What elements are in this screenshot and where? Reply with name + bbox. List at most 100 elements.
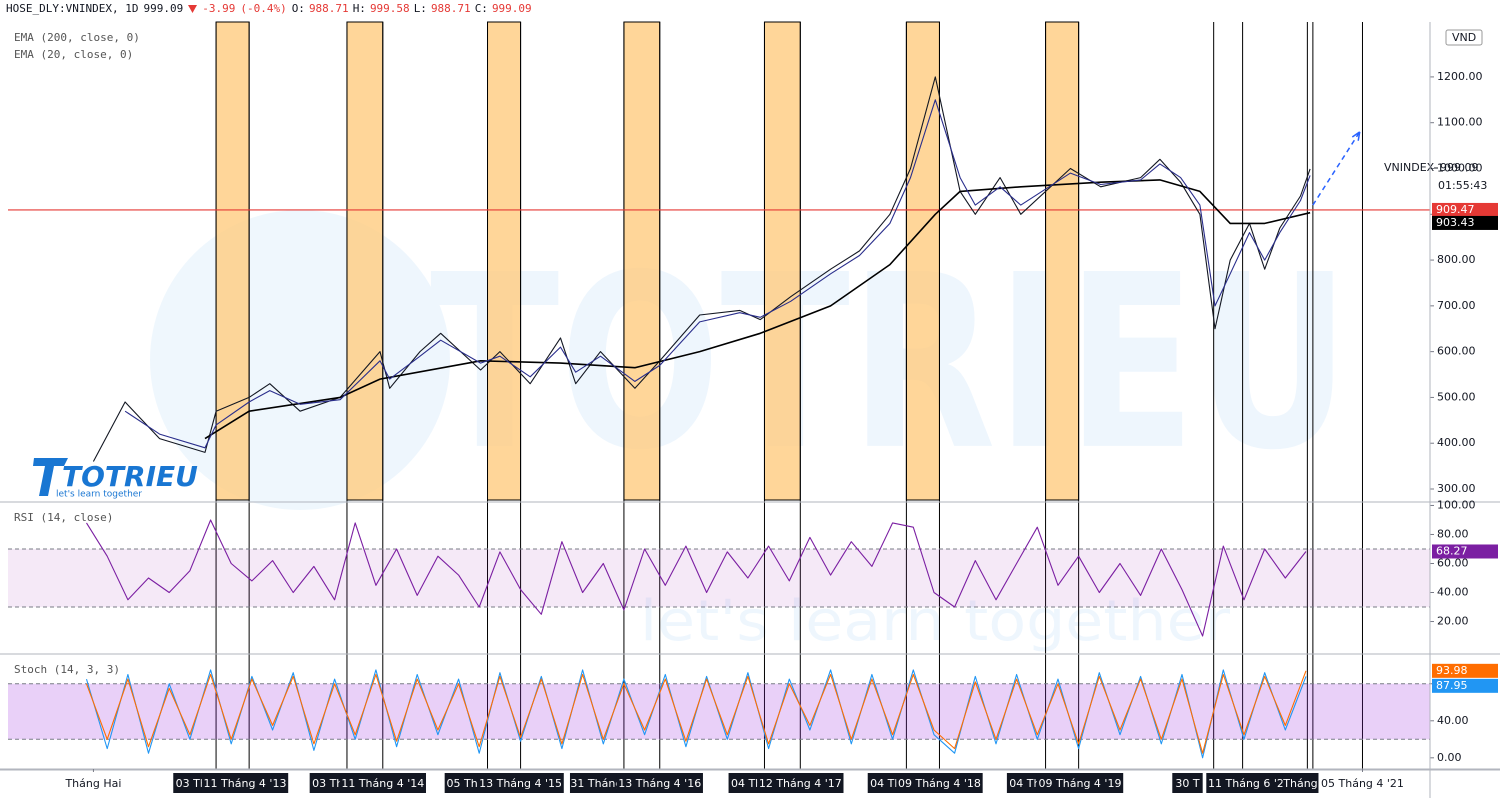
- x-tick-label: 03 Th: [176, 777, 207, 790]
- ema-label: 903.43: [1436, 216, 1475, 229]
- x-tick-box: [1036, 773, 1124, 793]
- x-tick-box: [896, 773, 983, 793]
- x-tick-box: [444, 773, 487, 793]
- currency-box: [1445, 29, 1483, 46]
- last-value-label-box: [1432, 678, 1498, 693]
- series-line: [92, 76, 1311, 462]
- x-tick-box: [477, 773, 564, 793]
- x-tick-label: 05 Thá: [446, 777, 484, 790]
- highlight-range: [346, 21, 384, 501]
- y-tick-label: 40.00: [1437, 586, 1469, 599]
- x-tick-label: 03 Th: [312, 777, 343, 790]
- x-tick-box: [616, 773, 703, 793]
- x-tick-box: [757, 773, 844, 793]
- last-value-label: 93.98: [1436, 664, 1468, 677]
- y-tick-label: 700.00: [1437, 299, 1476, 312]
- change: -3.99: [202, 2, 236, 15]
- x-tick-label: 11 Tháng 6 '20: [1208, 777, 1291, 790]
- last-value-label: 87.95: [1436, 679, 1468, 692]
- ohlc-value: 988.71: [430, 2, 471, 15]
- y-tick-label: 500.00: [1437, 390, 1476, 403]
- y-tick-label: 100.00: [1437, 498, 1476, 511]
- y-tick-label: 20.00: [1437, 615, 1469, 628]
- indicator-title: RSI (14, close): [14, 511, 113, 524]
- x-tick-box: [173, 773, 210, 793]
- series-line: [204, 179, 1311, 440]
- y-tick-label: 800.00: [1437, 253, 1476, 266]
- highlight-range: [215, 21, 250, 501]
- y-tick-label: 40.00: [1437, 714, 1469, 727]
- header: HOSE_DLY:VNINDEX, 1D 999.09 -3.99 (-0.4%…: [6, 2, 532, 15]
- y-tick-label: 300.00: [1437, 482, 1476, 495]
- last-price: 999.09: [143, 2, 184, 15]
- y-tick-label: 600.00: [1437, 345, 1476, 358]
- currency: VND: [1452, 31, 1476, 44]
- x-tick-label: 04 Th: [870, 777, 901, 790]
- x-tick-label: Tháng: [1282, 777, 1317, 790]
- highlight-range: [905, 21, 940, 501]
- x-tick-box: [309, 773, 346, 793]
- series-name: VNINDEX: [1384, 161, 1435, 174]
- x-tick-label: 13 Tháng 4 '15: [479, 777, 562, 790]
- series-line: [124, 99, 1311, 449]
- symbol: HOSE_DLY:VNINDEX, 1D: [6, 2, 139, 15]
- y-tick-label: 1000.00: [1437, 161, 1483, 174]
- y-tick-label: 1200.00: [1437, 70, 1483, 83]
- y-tick-label: 80.00: [1437, 527, 1469, 540]
- logo-brand: TOTRIEU: [62, 460, 198, 493]
- logo-icon: [33, 458, 68, 496]
- change-pct: (-0.4%): [240, 2, 287, 15]
- series-line: [85, 670, 1307, 754]
- watermark-tagline: let's learn together: [640, 589, 1231, 654]
- x-tick-label: 09 Tháng 4 '18: [898, 777, 981, 790]
- x-tick-box: [867, 773, 904, 793]
- projection-head: [1351, 131, 1361, 141]
- x-tick-label: 04 Th: [731, 777, 762, 790]
- x-tick-box: [569, 773, 623, 793]
- price-line-label-box: [1432, 202, 1498, 217]
- highlight-range: [1045, 21, 1080, 501]
- x-tick-box: [1006, 773, 1043, 793]
- indicator-title: Stoch (14, 3, 3): [14, 663, 120, 676]
- last-value-label-box: [1432, 663, 1498, 678]
- y-tick-label: 400.00: [1437, 436, 1476, 449]
- ohlc-value: 999.09: [491, 2, 532, 15]
- x-tick-label: 31 Tháng: [570, 777, 622, 790]
- highlight-range: [763, 21, 801, 501]
- ohlc: O: 988.71 H: 999.58 L: 988.71 C: 999.09: [292, 2, 532, 15]
- x-tick-box: [1172, 773, 1203, 793]
- y-tick-label: 1100.00: [1437, 116, 1483, 129]
- last-value-label: 68.27: [1436, 544, 1468, 557]
- last-value: 999.09: [1440, 161, 1479, 174]
- x-tick-label: 11 Tháng 4 '14: [341, 777, 424, 790]
- legend-entry: EMA (200, close, 0): [14, 31, 140, 44]
- ohlc-value: 999.58: [369, 2, 410, 15]
- x-tick-label: 30 T: [1175, 777, 1199, 790]
- indicator-band: [8, 548, 1430, 608]
- legend-entry: EMA (20, close, 0): [14, 48, 133, 61]
- highlight-range: [623, 21, 661, 501]
- x-tick-box: [1206, 773, 1293, 793]
- logo-tagline: let's learn together: [56, 490, 142, 500]
- ohlc-key: H:: [352, 2, 366, 15]
- down-arrow: [188, 4, 198, 13]
- x-tick-label: 11 Tháng 4 '13: [204, 777, 287, 790]
- ema-label-box: [1432, 215, 1498, 230]
- y-tick-label: 0.00: [1437, 751, 1462, 764]
- x-tick-box: [339, 773, 426, 793]
- x-tick-box: [1282, 773, 1319, 793]
- countdown: 01:55:43: [1438, 179, 1487, 192]
- x-tick-label: 12 Tháng 4 '17: [759, 777, 842, 790]
- y-tick-label: 60.00: [1437, 556, 1469, 569]
- x-tick-box: [201, 773, 289, 793]
- x-tick-label: 04 Th: [1009, 777, 1040, 790]
- x-tick-label: 13 Tháng 4 '16: [618, 777, 701, 790]
- x-tick-label: Tháng Hai: [64, 777, 121, 790]
- watermark-brand: TOTRIEU: [430, 223, 1350, 503]
- ohlc-key: O:: [291, 2, 305, 15]
- x-tick-label: 05 Tháng 4 '21: [1321, 777, 1404, 790]
- highlight-range: [487, 21, 522, 501]
